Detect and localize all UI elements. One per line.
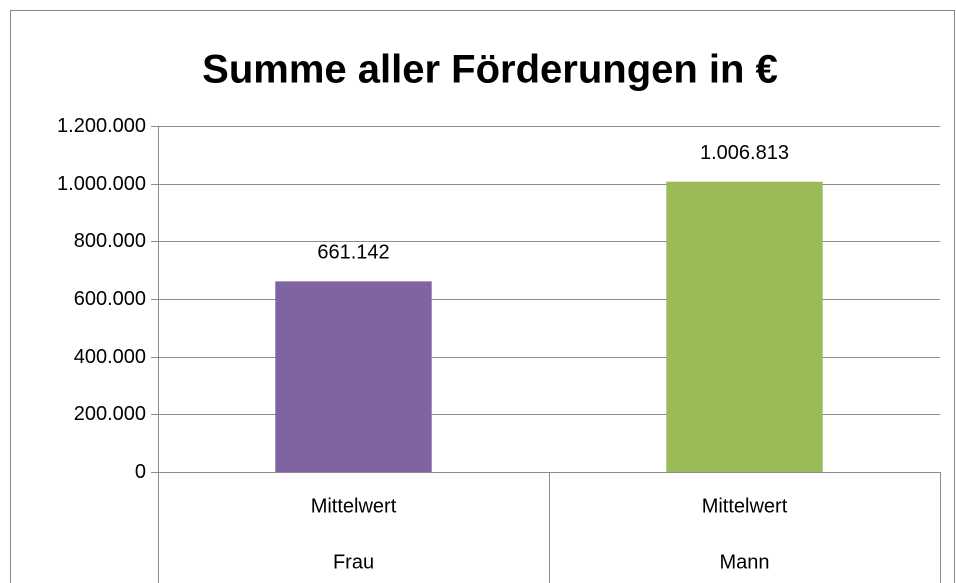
y-tick-label: 1.000.000 [57, 173, 146, 195]
y-tick-label: 400.000 [74, 346, 146, 368]
chart-title: Summe aller Förderungen in € [202, 48, 778, 92]
chart-border [10, 10, 955, 583]
bar [275, 281, 432, 472]
y-tick-label: 1.200.000 [57, 115, 146, 137]
y-tick-label: 600.000 [74, 288, 146, 310]
x-tick-label: Frau [333, 551, 374, 573]
y-tick-label: 0 [135, 461, 146, 483]
x-tick-sublabel: Mittelwert [311, 495, 397, 517]
x-tick-sublabel: Mittelwert [702, 495, 788, 517]
y-tick-label: 800.000 [74, 230, 146, 252]
value-label: 661.142 [317, 242, 389, 264]
value-label: 1.006.813 [700, 142, 789, 164]
bar [666, 181, 823, 472]
x-tick-label: Mann [719, 551, 769, 573]
y-tick-label: 200.000 [74, 403, 146, 425]
